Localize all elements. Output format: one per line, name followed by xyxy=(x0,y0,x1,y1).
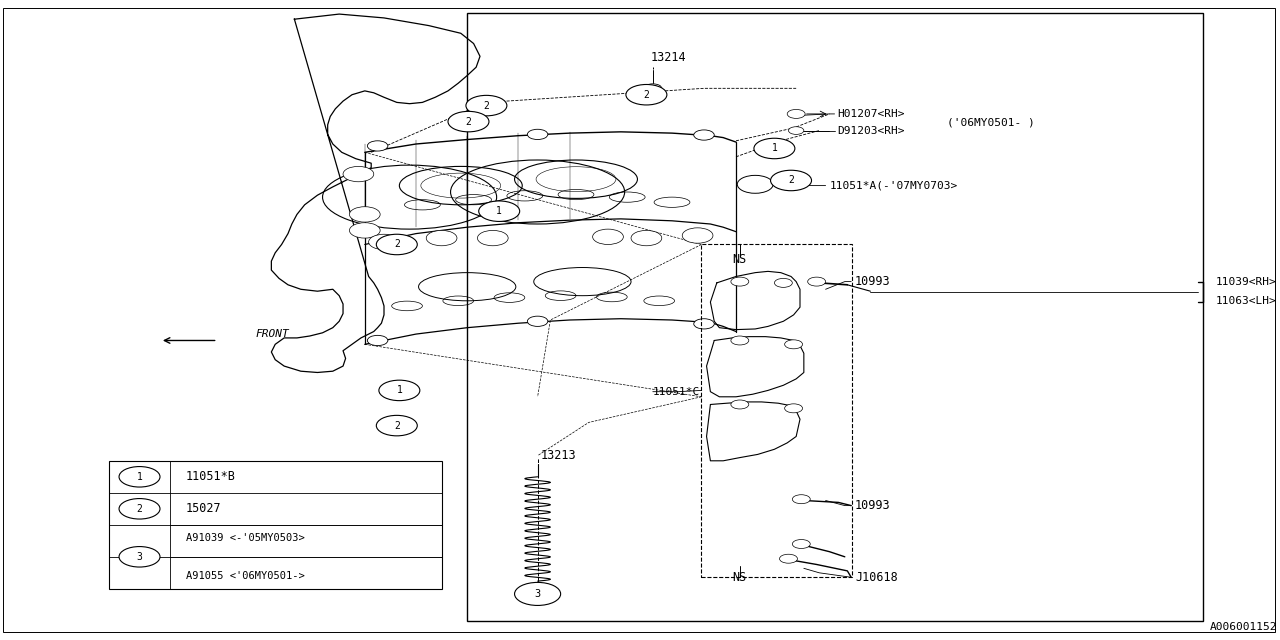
Text: A91039 <-'05MY0503>: A91039 <-'05MY0503> xyxy=(186,532,305,543)
Circle shape xyxy=(785,340,803,349)
Text: 2: 2 xyxy=(394,239,399,250)
Circle shape xyxy=(731,336,749,345)
Circle shape xyxy=(515,582,561,605)
Text: 2: 2 xyxy=(788,175,794,186)
Circle shape xyxy=(788,127,804,134)
Text: D91203<RH>: D91203<RH> xyxy=(837,125,905,136)
Text: 11039<RH>: 11039<RH> xyxy=(1216,276,1276,287)
Text: H01207<RH>: H01207<RH> xyxy=(837,109,905,119)
Text: 1: 1 xyxy=(137,472,142,482)
Circle shape xyxy=(694,130,714,140)
Text: 3: 3 xyxy=(535,589,540,599)
Circle shape xyxy=(731,277,749,286)
Circle shape xyxy=(737,175,773,193)
Bar xyxy=(701,244,852,577)
Text: 1: 1 xyxy=(772,143,777,154)
Circle shape xyxy=(343,166,374,182)
Circle shape xyxy=(792,495,810,504)
Circle shape xyxy=(376,415,417,436)
Circle shape xyxy=(349,223,380,238)
Circle shape xyxy=(379,380,420,401)
Circle shape xyxy=(376,234,417,255)
Text: 1: 1 xyxy=(397,385,402,396)
Circle shape xyxy=(808,277,826,286)
Text: 15027: 15027 xyxy=(186,502,221,515)
Circle shape xyxy=(626,84,667,105)
Text: 11063<LH>: 11063<LH> xyxy=(1216,296,1276,306)
Text: 10993: 10993 xyxy=(855,275,891,288)
Text: 11051*B: 11051*B xyxy=(186,470,236,483)
Bar xyxy=(109,461,442,589)
Text: 1: 1 xyxy=(497,206,502,216)
Circle shape xyxy=(367,141,388,151)
Circle shape xyxy=(631,230,662,246)
Circle shape xyxy=(527,316,548,326)
Circle shape xyxy=(754,138,795,159)
Text: 11051*A(-'07MY0703>: 11051*A(-'07MY0703> xyxy=(829,180,957,191)
Circle shape xyxy=(593,229,623,244)
Text: A91055 <'06MY0501->: A91055 <'06MY0501-> xyxy=(186,571,305,581)
Circle shape xyxy=(682,228,713,243)
Text: NS: NS xyxy=(732,571,748,584)
Circle shape xyxy=(774,278,792,287)
Text: FRONT: FRONT xyxy=(256,329,289,339)
Circle shape xyxy=(369,234,399,250)
Text: 3: 3 xyxy=(137,552,142,562)
Text: 2: 2 xyxy=(394,420,399,431)
Circle shape xyxy=(780,554,797,563)
Circle shape xyxy=(694,319,714,329)
Circle shape xyxy=(785,404,803,413)
Text: J10618: J10618 xyxy=(855,571,897,584)
Circle shape xyxy=(527,129,548,140)
Text: 11051*C: 11051*C xyxy=(653,387,700,397)
Circle shape xyxy=(479,201,520,221)
Bar xyxy=(467,13,1203,621)
Text: 13213: 13213 xyxy=(540,449,576,462)
Circle shape xyxy=(731,400,749,409)
Text: 2: 2 xyxy=(466,116,471,127)
Circle shape xyxy=(349,207,380,222)
Text: ('06MY0501- ): ('06MY0501- ) xyxy=(947,118,1036,128)
Circle shape xyxy=(771,170,812,191)
Circle shape xyxy=(448,111,489,132)
Circle shape xyxy=(477,230,508,246)
Circle shape xyxy=(792,540,810,548)
Text: 2: 2 xyxy=(644,90,649,100)
Text: NS: NS xyxy=(732,253,748,266)
Text: 13214: 13214 xyxy=(650,51,686,64)
Circle shape xyxy=(367,335,388,346)
Text: 10993: 10993 xyxy=(855,499,891,512)
Circle shape xyxy=(644,84,662,93)
Text: A006001152: A006001152 xyxy=(1210,622,1277,632)
Circle shape xyxy=(119,467,160,487)
Circle shape xyxy=(466,95,507,116)
Circle shape xyxy=(119,499,160,519)
Text: 2: 2 xyxy=(484,100,489,111)
Circle shape xyxy=(119,547,160,567)
Circle shape xyxy=(787,109,805,118)
Circle shape xyxy=(426,230,457,246)
Text: 2: 2 xyxy=(137,504,142,514)
